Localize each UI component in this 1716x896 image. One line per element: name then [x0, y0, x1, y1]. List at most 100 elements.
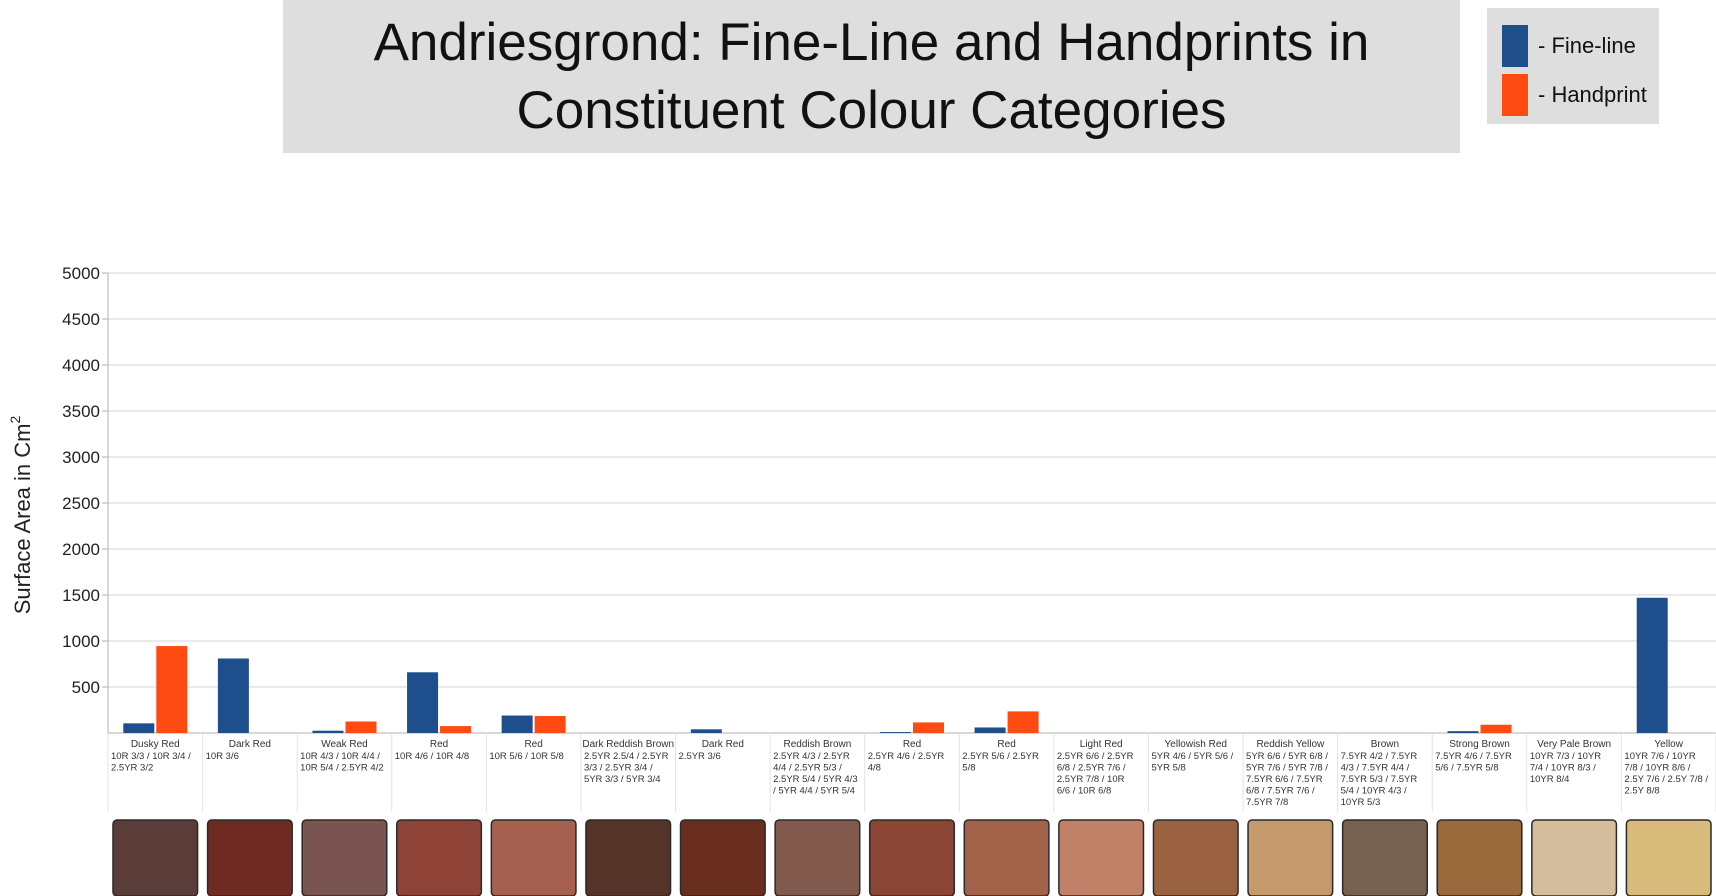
legend-swatch-fine-line: [1502, 25, 1528, 67]
bar-handprint-14: [1480, 724, 1512, 733]
bar-fine-line-9: [974, 727, 1006, 733]
bar-handprint-9: [1007, 711, 1039, 733]
x-category-label: Red: [524, 739, 542, 750]
x-category-codes: 2.5YR 4/6 / 2.5YR: [868, 751, 945, 762]
x-category-label: Red: [903, 739, 921, 750]
colour-swatch: [774, 819, 861, 896]
y-tick-label: 5000: [62, 264, 100, 283]
x-category-codes: 10R 3/3 / 10R 3/4 /: [111, 751, 191, 762]
bar-fine-line-6: [690, 729, 722, 733]
x-category-codes: 6/8 / 7.5YR 7/6 /: [1246, 786, 1315, 797]
x-category-label: Yellow: [1654, 739, 1683, 750]
x-category-codes: 10R 3/6: [206, 751, 239, 762]
x-category-codes: 5YR 4/6 / 5YR 5/6 /: [1151, 751, 1233, 762]
x-category-codes: 5YR 5/8: [1151, 763, 1185, 774]
x-category-codes: 5YR 7/6 / 5YR 7/8 /: [1246, 763, 1328, 774]
colour-swatch: [206, 819, 293, 896]
colour-swatch: [1247, 819, 1334, 896]
colour-swatch: [1341, 819, 1428, 896]
x-category-label: Red: [997, 739, 1015, 750]
x-category-codes: 7.5YR 4/2 / 7.5YR: [1341, 751, 1418, 762]
x-category-codes: 5YR 3/3 / 5YR 3/4: [584, 774, 661, 785]
x-category-label: Weak Red: [321, 739, 368, 750]
colour-swatch: [1625, 819, 1712, 896]
x-category-label: Yellowish Red: [1165, 739, 1227, 750]
y-tick-label: 3000: [62, 448, 100, 467]
legend-swatch-handprint: [1502, 74, 1528, 116]
x-category-codes: 10YR 8/4: [1530, 774, 1570, 785]
x-category-codes: 5/8: [962, 763, 975, 774]
bar-handprint-8: [913, 722, 944, 733]
x-category-codes: 2.5YR 6/6 / 2.5YR: [1057, 751, 1134, 762]
bar-handprint-2: [345, 721, 377, 733]
x-category-codes: 10R 4/6 / 10R 4/8: [395, 751, 469, 762]
x-category-codes: 7.5YR 6/6 / 7.5YR: [1246, 774, 1323, 785]
colour-swatch: [1058, 819, 1145, 896]
y-axis-label: Surface Area in Cm2: [7, 416, 35, 615]
bar-fine-line-4: [501, 715, 533, 733]
x-category-codes: 6/8 / 2.5YR 7/6 /: [1057, 763, 1126, 774]
x-category-codes: 4/4 / 2.5YR 5/3 /: [773, 763, 842, 774]
x-category-codes: 2.5YR 3/6: [679, 751, 721, 762]
x-category-codes: 2.5YR 5/4 / 5YR 4/3: [773, 774, 858, 785]
x-category-label: Reddish Brown: [784, 739, 852, 750]
x-category-label: Red: [430, 739, 448, 750]
bar-handprint-0: [156, 646, 188, 733]
colour-swatch: [1436, 819, 1523, 896]
colour-swatch: [1531, 819, 1618, 896]
colour-swatch: [585, 819, 672, 896]
y-tick-label: 1000: [62, 632, 100, 651]
bar-handprint-4: [534, 715, 566, 733]
bar-fine-line-8: [880, 732, 911, 733]
x-category-codes: 10R 4/3 / 10R 4/4 /: [300, 751, 380, 762]
x-category-label: Light Red: [1080, 739, 1123, 750]
bar-fine-line-2: [312, 730, 344, 733]
chart-title-line-1: Andriesgrond: Fine-Line and Handprints i…: [373, 12, 1370, 72]
x-category-codes: / 5YR 4/4 / 5YR 5/4: [773, 786, 855, 797]
x-category-codes: 2.5YR 4/3 / 2.5YR: [773, 751, 850, 762]
y-tick-label: 500: [72, 678, 100, 697]
x-category-codes: 10YR 5/3: [1341, 797, 1381, 808]
y-tick-label: 3500: [62, 402, 100, 421]
x-category-codes: 7/8 / 10YR 8/6 /: [1624, 763, 1690, 774]
y-tick-label: 4500: [62, 310, 100, 329]
x-category-codes: 2.5YR 5/6 / 2.5YR: [962, 751, 1039, 762]
x-category-codes: 5/6 / 7.5YR 5/8: [1435, 763, 1498, 774]
legend: - Fine-line - Handprint: [1487, 8, 1659, 124]
x-category-codes: 7.5YR 7/8: [1246, 797, 1288, 808]
bar-handprint-3: [440, 726, 472, 733]
chart-title: Andriesgrond: Fine-Line and Handprints i…: [283, 0, 1460, 153]
x-category-label: Dusky Red: [131, 739, 180, 750]
x-category-codes: 6/6 / 10R 6/8: [1057, 786, 1111, 797]
chart-title-line-2: Constituent Colour Categories: [516, 80, 1227, 140]
x-category-label: Brown: [1371, 739, 1399, 750]
y-tick-label: 4000: [62, 356, 100, 375]
x-category-codes: 5YR 6/6 / 5YR 6/8 /: [1246, 751, 1328, 762]
x-category-label: Dark Reddish Brown: [582, 739, 674, 750]
x-category-codes: 4/8: [868, 763, 881, 774]
x-category-codes: 10R 5/4 / 2.5YR 4/2: [300, 763, 383, 774]
legend-item-fine-line: - Fine-line: [1502, 25, 1636, 67]
colour-swatch: [396, 819, 483, 896]
x-category-codes: 10YR 7/6 / 10YR: [1624, 751, 1695, 762]
bar-fine-line-16: [1636, 597, 1668, 733]
colour-swatch: [112, 819, 199, 896]
x-category-label: Strong Brown: [1449, 739, 1510, 750]
x-category-codes: 7.5YR 5/3 / 7.5YR: [1341, 774, 1418, 785]
x-category-codes: 10YR 7/3 / 10YR: [1530, 751, 1601, 762]
colour-swatch: [868, 819, 956, 896]
bar-fine-line-0: [123, 723, 155, 733]
colour-swatch: [1152, 819, 1239, 896]
x-category-codes: 7/4 / 10YR 8/3 /: [1530, 763, 1596, 774]
x-category-codes: 4/3 / 7.5YR 4/4 /: [1341, 763, 1410, 774]
x-category-label: Dark Red: [229, 739, 271, 750]
colour-swatch: [963, 819, 1050, 896]
x-category-codes: 5/4 / 10YR 4/3 /: [1341, 786, 1407, 797]
y-tick-label: 2000: [62, 540, 100, 559]
x-category-codes: 7.5YR 4/6 / 7.5YR: [1435, 751, 1512, 762]
x-category-label: Very Pale Brown: [1537, 739, 1611, 750]
x-category-codes: 2.5YR 2.5/4 / 2.5YR: [584, 751, 669, 762]
x-category-label: Dark Red: [702, 739, 744, 750]
x-category-label: Reddish Yellow: [1256, 739, 1325, 750]
legend-label-handprint: - Handprint: [1538, 82, 1647, 107]
